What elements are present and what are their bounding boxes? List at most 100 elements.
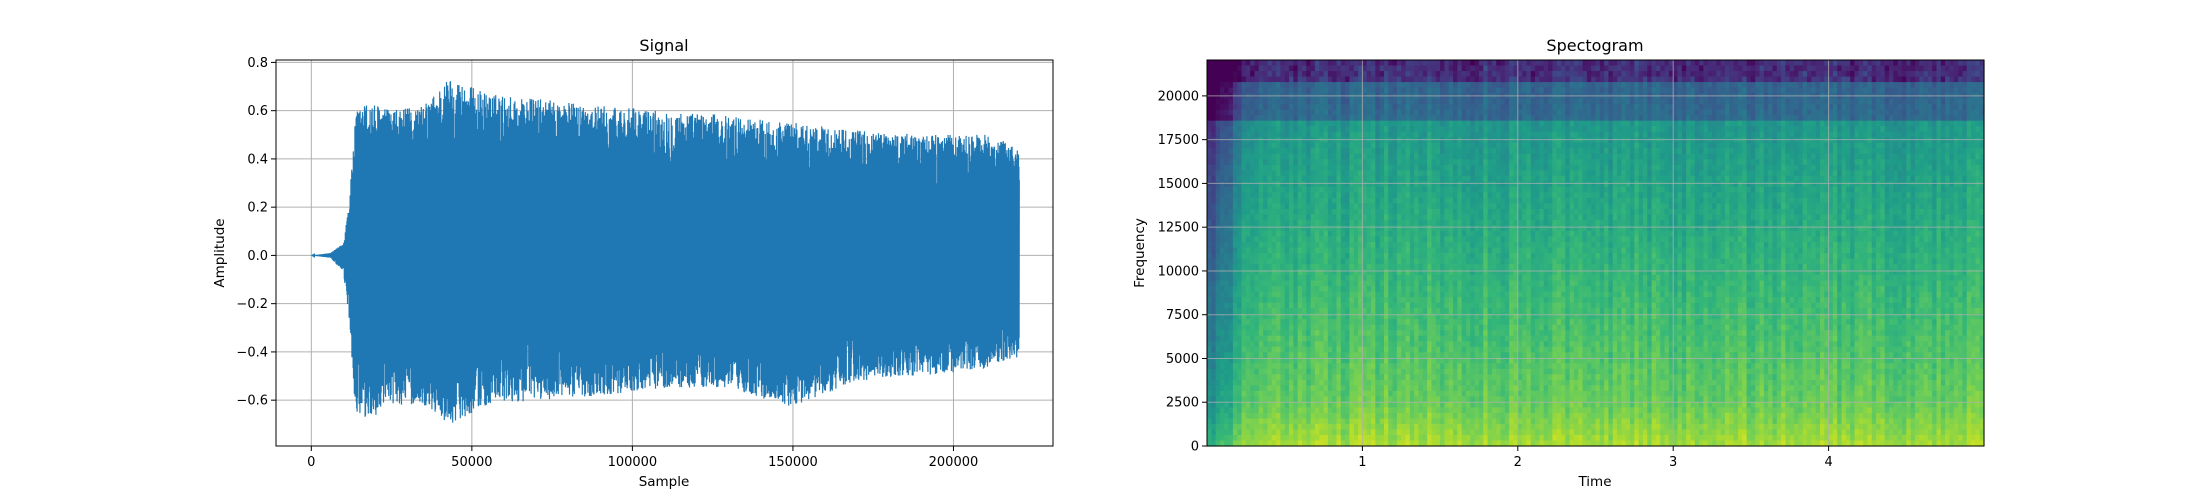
spectrogram-cell: [1340, 230, 1346, 238]
spectrogram-cell: [1453, 330, 1458, 337]
spectrogram-cell: [1392, 120, 1398, 127]
spectrogram-cell: [1276, 192, 1281, 199]
spectrogram-cell: [1254, 385, 1260, 392]
spectrogram-cell: [1345, 407, 1351, 414]
spectrogram-cell: [1435, 109, 1441, 116]
spectrogram-cell: [1345, 434, 1351, 442]
spectrogram-cell: [1211, 313, 1217, 320]
spectrogram-cell: [1383, 352, 1389, 359]
spectrogram-cell: [1504, 407, 1510, 414]
spectrogram-cell: [1319, 253, 1325, 260]
spectrogram-cell: [1500, 346, 1506, 353]
spectrogram-cell: [1500, 390, 1506, 397]
spectrogram-cell: [1280, 401, 1286, 408]
spectrogram-cell: [1271, 181, 1277, 188]
spectrogram-cell: [1207, 170, 1212, 177]
spectrogram-cell: [1362, 98, 1368, 105]
spectrogram-cell: [1409, 280, 1415, 287]
spectrogram-cell: [1314, 120, 1320, 127]
spectrogram-cell: [1250, 203, 1256, 210]
spectrogram-cell: [1332, 214, 1338, 221]
spectrogram-cell: [1444, 357, 1450, 364]
spectrogram-cell: [1241, 236, 1247, 243]
spectrogram-cell: [1427, 109, 1433, 116]
spectrogram-cell: [1228, 82, 1234, 89]
spectrogram-cell: [1396, 352, 1402, 359]
spectrogram-cell: [1431, 396, 1437, 403]
spectrogram-cell: [1332, 76, 1338, 83]
spectrogram-cell: [1474, 192, 1480, 199]
spectrogram-cell: [1422, 197, 1428, 204]
spectrogram-cell: [1375, 115, 1381, 122]
spectrogram-cell: [1284, 313, 1290, 320]
spectrogram-cell: [1276, 313, 1281, 320]
spectrogram-cell: [1487, 374, 1493, 381]
spectrogram-cell: [1504, 214, 1510, 221]
spectrogram-cell: [1215, 230, 1221, 238]
spectrogram-cell: [1418, 275, 1424, 282]
spectrogram-cell: [1401, 65, 1407, 72]
spectrogram-cell: [1383, 225, 1389, 232]
spectrogram-cell: [1444, 76, 1450, 83]
spectrogram-cell: [1392, 302, 1398, 309]
spectrogram-cell: [1207, 225, 1212, 232]
spectrogram-cell: [1219, 159, 1225, 166]
spectrogram-cell: [1478, 126, 1484, 133]
spectrogram-cell: [1496, 390, 1502, 397]
spectrogram-cell: [1362, 137, 1368, 144]
spectrogram-cell: [1427, 286, 1433, 293]
spectrogram-cell: [1258, 418, 1264, 425]
spectrogram-cell: [1258, 208, 1264, 215]
spectrogram-cell: [1366, 379, 1372, 386]
spectrogram-cell: [1323, 241, 1329, 249]
spectrogram-cell: [1224, 330, 1230, 337]
spectrogram-cell: [1332, 396, 1338, 403]
spectrogram-cell: [1504, 335, 1510, 342]
spectrogram-cell: [1401, 76, 1407, 83]
spectrogram-cell: [1383, 269, 1389, 276]
spectrogram-cell: [1332, 115, 1338, 122]
spectrogram-cell: [1431, 341, 1437, 348]
spectrogram-cell: [1457, 291, 1463, 298]
spectrogram-cell: [1487, 230, 1493, 238]
spectrogram-cell: [1392, 197, 1398, 204]
spectrogram-cell: [1349, 291, 1355, 298]
spectrogram-cell: [1440, 197, 1446, 204]
spectrogram-cell: [1461, 131, 1467, 138]
spectrogram-cell: [1314, 269, 1320, 276]
spectrogram-cell: [1483, 148, 1489, 155]
spectrogram-cell: [1409, 269, 1415, 276]
spectrogram-cell: [1431, 363, 1437, 370]
spectrogram-cell: [1219, 164, 1225, 171]
spectrogram-cell: [1474, 396, 1480, 403]
spectrogram-cell: [1327, 164, 1333, 171]
spectrogram-cell: [1219, 76, 1225, 83]
spectrogram-cell: [1435, 236, 1441, 243]
spectrogram-cell: [1371, 258, 1376, 265]
spectrogram-cell: [1362, 429, 1368, 436]
spectrogram-cell: [1444, 330, 1450, 337]
spectrogram-cell: [1237, 137, 1243, 144]
spectrogram-cell: [1306, 65, 1312, 72]
spectrogram-cell: [1258, 203, 1264, 210]
spectrogram-cell: [1453, 192, 1458, 199]
spectrogram-cell: [1340, 379, 1346, 386]
spectrogram-cell: [1366, 330, 1372, 337]
spectrogram-cell: [1219, 175, 1225, 182]
spectrogram-cell: [1379, 291, 1385, 298]
spectrogram-cell: [1448, 159, 1454, 166]
spectrogram-cell: [1224, 280, 1230, 287]
spectrogram-cell: [1491, 313, 1497, 320]
spectrogram-cell: [1392, 330, 1398, 337]
spectrogram-cell: [1293, 275, 1299, 282]
spectrogram-cell: [1258, 341, 1264, 348]
spectrogram-cell: [1349, 407, 1355, 414]
spectrogram-cell: [1478, 418, 1484, 425]
spectrogram-cell: [1224, 65, 1230, 72]
spectrogram-cell: [1362, 236, 1368, 243]
spectrogram-cell: [1276, 115, 1281, 122]
spectrogram-cell: [1358, 258, 1363, 265]
spectrogram-cell: [1466, 126, 1471, 133]
spectrogram-cell: [1219, 87, 1225, 94]
spectrogram-cell: [1379, 120, 1385, 127]
